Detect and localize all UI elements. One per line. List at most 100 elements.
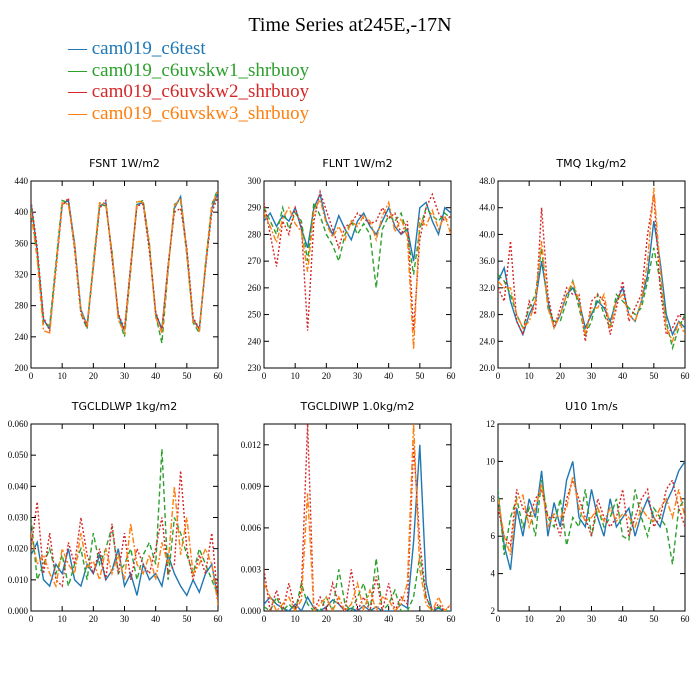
y-tick-label: 0.010 <box>8 575 29 585</box>
y-tick-label: 280 <box>15 301 29 311</box>
plot-frame <box>497 180 686 369</box>
x-tick-label: 20 <box>89 614 99 624</box>
panel-2: FLNT 1W/m2 0 10 20 30 40 50 60 230 240 250 260 270 28… <box>248 157 457 381</box>
y-tick-label: 0.030 <box>8 513 29 523</box>
y-tick-label: 240 <box>15 332 29 342</box>
y-tick-label: 4 <box>491 569 496 579</box>
legend-label: cam019_c6test <box>91 38 206 59</box>
series-line-3 <box>498 194 685 342</box>
y-tick-label: 2 <box>491 606 496 616</box>
x-tick-label: 60 <box>214 614 224 624</box>
series-line-4 <box>31 486 218 605</box>
plot-frame <box>30 180 219 369</box>
y-tick-label: 0.050 <box>8 450 29 460</box>
y-tick-label: 230 <box>248 363 262 373</box>
y-tick-label: 36.0 <box>479 256 495 266</box>
y-tick-label: 20.0 <box>479 363 495 373</box>
x-tick-label: 30 <box>587 614 597 624</box>
series-line-2 <box>31 188 218 344</box>
y-tick-label: 260 <box>248 283 262 293</box>
x-tick-label: 20 <box>322 371 332 381</box>
x-tick-label: 50 <box>649 371 659 381</box>
panel-title: FSNT 1W/m2 <box>89 157 160 170</box>
x-tick-label: 0 <box>496 371 501 381</box>
panel-4: TGCLDLWP 1kg/m2 0 10 20 30 40 50 60 0.000 0.010 0.… <box>8 400 223 624</box>
legend-item-uvskw2: — cam019_c6uvskw2_shrbuoy <box>68 81 309 103</box>
panel-title: TGCLDIWP 1.0kg/m2 <box>299 400 414 413</box>
x-tick-label: 30 <box>353 371 363 381</box>
panel-6: U10 1m/s 0 10 20 30 40 50 60 2 4 6 8 10 12 <box>486 400 690 624</box>
series-line-3 <box>31 470 218 602</box>
x-tick-label: 10 <box>58 614 68 624</box>
x-tick-label: 10 <box>525 614 535 624</box>
legend-item-c6test: solid — cam019_c6test <box>68 38 309 60</box>
legend-line-icon: — <box>68 38 92 59</box>
y-tick-label: 290 <box>248 203 262 213</box>
y-tick-label: 270 <box>248 256 262 266</box>
x-tick-label: 30 <box>353 614 363 624</box>
y-tick-label: 0.009 <box>241 481 262 491</box>
x-tick-label: 0 <box>262 371 267 381</box>
panel-title: U10 1m/s <box>565 400 618 413</box>
y-tick-label: 48.0 <box>479 176 495 186</box>
x-tick-label: 30 <box>120 371 130 381</box>
panel-title: TGCLDLWP 1kg/m2 <box>71 400 177 413</box>
panel-1: FSNT 1W/m2 0 10 20 30 40 50 60 200 240 280 320 360 40… <box>15 157 224 381</box>
y-tick-label: 40.0 <box>479 229 495 239</box>
chart-title: Time Series at245E,-17N <box>248 14 452 36</box>
x-tick-label: 60 <box>447 614 457 624</box>
y-tick-label: 0.040 <box>8 481 29 491</box>
x-tick-label: 10 <box>291 371 301 381</box>
y-tick-label: 250 <box>248 310 262 320</box>
y-tick-label: 0.020 <box>8 544 29 554</box>
series-line-2 <box>264 199 451 288</box>
y-tick-label: 28.0 <box>479 310 495 320</box>
series-line-4 <box>264 424 451 611</box>
x-tick-label: 30 <box>120 614 130 624</box>
x-tick-label: 50 <box>649 614 659 624</box>
y-tick-label: 0.000 <box>8 606 29 616</box>
legend-label: cam019_c6uvskw3_shrbuoy <box>91 102 310 124</box>
x-tick-label: 10 <box>58 371 68 381</box>
series-line-4 <box>498 187 685 344</box>
x-tick-label: 0 <box>496 614 501 624</box>
series-line-1 <box>498 220 685 337</box>
x-tick-label: 20 <box>556 614 566 624</box>
x-tick-label: 0 <box>262 614 267 624</box>
y-tick-label: 10 <box>486 456 496 466</box>
series-line-4 <box>264 197 451 350</box>
series-line-1 <box>264 444 451 611</box>
y-tick-label: 360 <box>15 238 29 248</box>
x-tick-label: 20 <box>556 371 566 381</box>
legend-line-icon: — <box>68 81 92 102</box>
legend-label: cam019_c6uvskw2_shrbuoy <box>91 81 310 102</box>
x-tick-label: 60 <box>681 371 691 381</box>
y-tick-label: 200 <box>15 363 29 373</box>
series-line-3 <box>498 477 685 548</box>
y-tick-label: 8 <box>491 494 496 504</box>
panel-5: TGCLDIWP 1.0kg/m2 0 10 20 30 40 50 60 0.000 0.003… <box>241 400 456 624</box>
x-tick-label: 20 <box>322 614 332 624</box>
y-tick-label: 280 <box>248 229 262 239</box>
legend-line-icon: — <box>68 102 92 124</box>
panel-3: TMQ 1kg/m2 0 10 20 30 40 50 60 20.0 24.0 28.0 32.0 3… <box>479 157 690 381</box>
series-line-2 <box>31 448 218 596</box>
y-tick-label: 440 <box>15 176 29 186</box>
x-tick-label: 40 <box>384 371 394 381</box>
x-tick-label: 50 <box>415 614 425 624</box>
y-tick-label: 300 <box>248 176 262 186</box>
x-tick-label: 60 <box>214 371 224 381</box>
x-tick-label: 10 <box>525 371 535 381</box>
y-tick-label: 0.060 <box>8 419 29 429</box>
y-tick-label: 0.006 <box>241 523 262 533</box>
series-line-4 <box>498 476 685 556</box>
y-tick-label: 0.003 <box>241 564 262 574</box>
y-tick-label: 6 <box>491 531 496 541</box>
series-line-2 <box>498 247 685 351</box>
x-tick-label: 40 <box>618 371 628 381</box>
x-tick-label: 50 <box>415 371 425 381</box>
legend-line-icon: — <box>68 59 92 81</box>
y-tick-label: 24.0 <box>479 336 495 346</box>
legend: solid — cam019_c6test — cam019_c6uvskw1_… <box>68 38 309 124</box>
